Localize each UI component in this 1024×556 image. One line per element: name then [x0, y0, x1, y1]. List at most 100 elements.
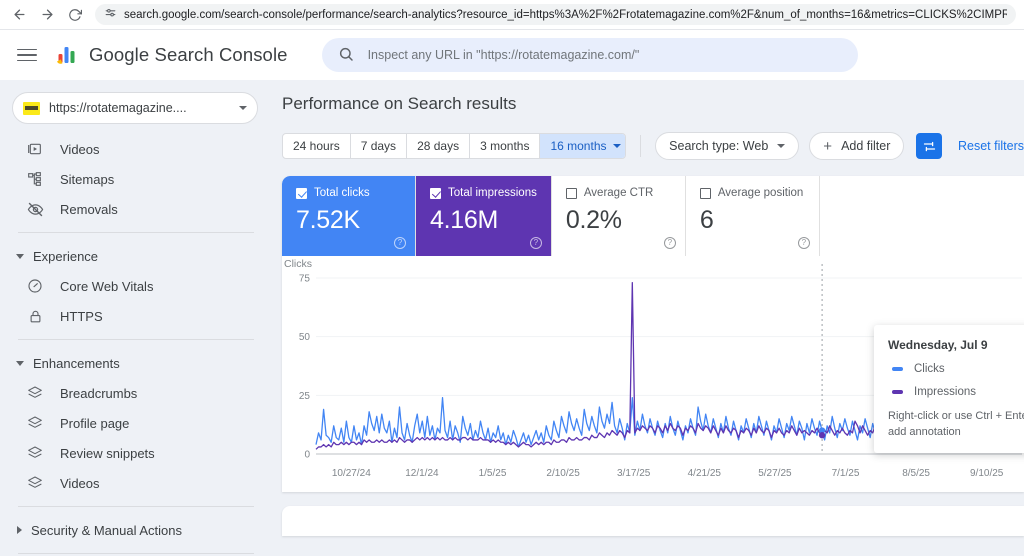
url-bar[interactable]: search.google.com/search-console/perform… — [95, 4, 1016, 25]
tooltip-date: Wednesday, Jul 9 — [888, 338, 988, 352]
url-text: search.google.com/search-console/perform… — [124, 8, 1007, 21]
sidebar-item-label: Sitemaps — [60, 171, 115, 187]
chevron-right-icon — [17, 526, 22, 534]
hamburger-menu-icon[interactable] — [14, 42, 40, 68]
google-search-console-logo-icon — [54, 42, 80, 68]
help-icon[interactable]: ? — [394, 237, 406, 249]
chevron-down-icon — [777, 144, 786, 148]
metric-average-position[interactable]: Average position 6 ? — [685, 176, 820, 256]
svg-text:75: 75 — [299, 274, 311, 285]
sidebar-divider — [18, 232, 254, 233]
metric-header: Average CTR — [565, 187, 671, 199]
property-selector[interactable]: https://rotatemagazine.... — [12, 92, 258, 124]
svg-text:0: 0 — [304, 450, 310, 461]
metric-total-clicks[interactable]: Total clicks 7.52K ? — [282, 176, 416, 256]
sidebar-group-label: Security & Manual Actions — [31, 522, 183, 538]
sidebar-item-profile-page[interactable]: Profile page — [0, 408, 270, 438]
page-title: Performance on Search results — [282, 94, 517, 113]
sidebar-group-experience[interactable]: Experience — [0, 241, 270, 271]
sidebar-item-https[interactable]: HTTPS — [0, 301, 270, 331]
removals-icon — [26, 200, 44, 218]
tooltip-row-clicks: Clicks — [888, 363, 1024, 375]
chevron-down-icon — [16, 253, 24, 259]
sidebar-item-label: Videos — [60, 141, 100, 157]
brand[interactable]: Google Search Console — [54, 42, 288, 68]
chevron-down-icon[interactable] — [239, 106, 247, 110]
sidebar-item-breadcrumbs[interactable]: Breadcrumbs — [0, 378, 270, 408]
date-range-16-months-label: 16 months — [550, 139, 607, 153]
site-favicon-icon — [23, 101, 40, 115]
help-icon[interactable]: ? — [529, 237, 542, 249]
metric-label: Average CTR — [583, 187, 654, 199]
site-settings-icon[interactable] — [104, 7, 117, 23]
metric-value: 0.2% — [565, 206, 622, 234]
chevron-down-icon — [612, 144, 621, 148]
sidebar-group-security[interactable]: Security & Manual Actions — [0, 515, 270, 545]
metric-header: Total impressions — [430, 187, 537, 199]
sidebar-item-label: Videos — [60, 475, 100, 491]
date-range-24-hours[interactable]: 24 hours — [283, 134, 351, 158]
sitemap-icon — [26, 170, 44, 188]
sidebar: https://rotatemagazine.... Videos Sitema… — [0, 80, 270, 556]
date-range-28-days[interactable]: 28 days — [407, 134, 471, 158]
metric-checkbox[interactable] — [430, 187, 441, 199]
tooltip-row-label: Impressions — [914, 386, 976, 398]
reset-filters-button[interactable]: Reset filters — [958, 139, 1024, 153]
sidebar-item-core-web-vitals[interactable]: Core Web Vitals — [0, 271, 270, 301]
metric-value: 7.52K — [296, 206, 360, 234]
sidebar-divider — [18, 553, 254, 554]
video-icon — [26, 140, 44, 158]
sidebar-group-enhancements[interactable]: Enhancements — [0, 348, 270, 378]
toolbar-separator — [640, 135, 642, 157]
metric-total-impressions[interactable]: Total impressions 4.16M ? — [416, 176, 552, 256]
metric-checkbox[interactable] — [296, 187, 307, 199]
main-content: Performance on Search results 24 hours 7… — [270, 80, 1024, 556]
browser-toolbar: search.google.com/search-console/perform… — [0, 0, 1024, 30]
svg-text:25: 25 — [299, 391, 311, 402]
svg-text:7/1/25: 7/1/25 — [832, 468, 860, 479]
reload-icon[interactable] — [64, 4, 86, 26]
sidebar-item-videos-enhancement[interactable]: Videos — [0, 468, 270, 498]
help-icon[interactable]: ? — [797, 237, 810, 249]
metric-checkbox[interactable] — [565, 187, 577, 199]
chevron-down-icon — [16, 360, 24, 366]
chart-tooltip: Wednesday, Jul 9 Clicks Impressions Righ… — [874, 325, 1024, 453]
search-type-label: Search type: Web — [669, 139, 769, 153]
queries-card — [282, 506, 1024, 536]
search-type-filter[interactable]: Search type: Web — [655, 132, 800, 160]
metric-value: 4.16M — [430, 206, 498, 234]
metric-checkbox[interactable] — [699, 187, 711, 199]
brand-product: Search Console — [154, 44, 288, 65]
sidebar-item-videos[interactable]: Videos — [0, 134, 270, 164]
layers-icon — [26, 444, 44, 462]
date-range-16-months[interactable]: 16 months — [540, 134, 626, 158]
brand-google: Google — [89, 44, 150, 65]
sidebar-group-label: Enhancements — [33, 355, 120, 371]
search-input[interactable] — [365, 47, 842, 63]
url-inspect-box[interactable] — [321, 38, 858, 72]
clicks-legend-swatch-icon — [892, 367, 903, 371]
date-range-3-months[interactable]: 3 months — [470, 134, 541, 158]
help-icon[interactable]: ? — [663, 237, 676, 249]
metric-header: Total clicks — [296, 187, 401, 199]
metric-header: Average position — [699, 187, 805, 199]
add-filter-button[interactable]: + Add filter — [809, 132, 905, 160]
lock-icon — [26, 307, 44, 325]
sidebar-divider — [18, 506, 254, 507]
property-name: https://rotatemagazine.... — [49, 101, 187, 115]
forward-arrow-icon[interactable] — [36, 4, 58, 26]
metric-label: Total impressions — [448, 187, 537, 199]
sidebar-item-sitemaps[interactable]: Sitemaps — [0, 164, 270, 194]
svg-text:3/17/25: 3/17/25 — [617, 468, 651, 479]
sidebar-item-review-snippets[interactable]: Review snippets — [0, 438, 270, 468]
sidebar-group-label: Experience — [33, 248, 99, 264]
date-range-7-days[interactable]: 7 days — [351, 134, 408, 158]
app-header: Google Search Console — [0, 30, 1024, 80]
back-arrow-icon[interactable] — [8, 4, 30, 26]
sidebar-item-label: Breadcrumbs — [60, 385, 138, 401]
metric-average-ctr[interactable]: Average CTR 0.2% ? — [551, 176, 686, 256]
filter-settings-icon[interactable] — [916, 133, 942, 159]
svg-text:12/1/24: 12/1/24 — [405, 468, 439, 479]
metric-value: 6 — [699, 206, 714, 234]
sidebar-item-removals[interactable]: Removals — [0, 194, 270, 224]
